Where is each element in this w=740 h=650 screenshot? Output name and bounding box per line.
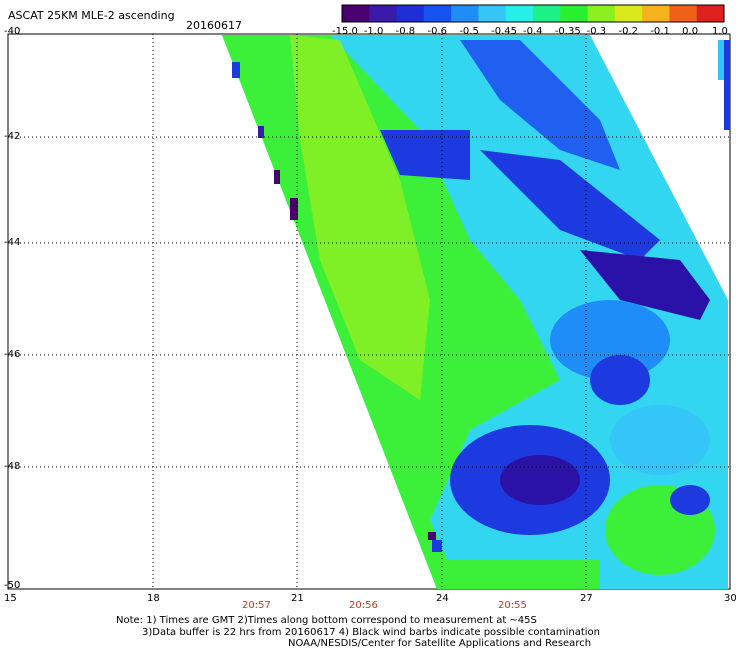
colorbar-label: -1.0 (363, 26, 384, 37)
colorbar-swatch (560, 5, 589, 22)
lat-label-50: -50 (4, 580, 21, 591)
time-label-2: 20:56 (349, 600, 378, 611)
lon-label-21: 21 (291, 593, 304, 604)
lon-label-18: 18 (147, 593, 160, 604)
colorbar-label: -0.4 (523, 26, 543, 37)
lon-label-27: 27 (580, 593, 593, 604)
lat-label-46: -46 (4, 349, 21, 360)
colorbar-swatch (369, 5, 398, 22)
lat-label-40: -40 (4, 26, 21, 37)
time-label-1: 20:57 (242, 600, 271, 611)
colorbar-swatch (423, 5, 452, 22)
swath-green-strip-bottom (440, 560, 600, 589)
colorbar-label: -0.8 (395, 26, 416, 37)
colorbar-swatch (478, 5, 507, 22)
lat-label-48: -48 (4, 461, 21, 472)
colorbar-swatch (505, 5, 534, 22)
footer-note-line2: 3)Data buffer is 22 hrs from 20160617 4)… (142, 627, 600, 638)
footer-credit: NOAA/NESDIS/Center for Satellite Applica… (288, 638, 592, 649)
swath-cyan-patch-2 (610, 405, 710, 475)
map-date: 20160617 (186, 19, 242, 32)
swath-lightgreen-region (290, 35, 430, 400)
lon-label-15: 15 (4, 593, 17, 604)
colorbar-swatch (614, 5, 643, 22)
swath-blue-patch-3 (670, 485, 710, 515)
lon-label-24: 24 (436, 593, 449, 604)
swath-edge (232, 62, 442, 552)
time-label-3: 20:55 (498, 600, 527, 611)
colorbar-swatch (342, 5, 370, 22)
colorbar-swatch (533, 5, 561, 22)
colorbar-label: 1.0 (712, 26, 728, 37)
colorbar-swatch (451, 5, 479, 22)
footer-note-line1: Note: 1) Times are GMT 2)Times along bot… (116, 615, 537, 626)
colorbar-swatch (642, 5, 670, 22)
swath-blue-streak-3 (380, 130, 470, 180)
swath-right-strip-cyan (718, 40, 724, 80)
swath-cyan-patch (550, 300, 670, 380)
colorbar-label: -0.2 (618, 26, 639, 37)
lat-label-42: -42 (4, 131, 21, 142)
colorbar-frame (341, 4, 725, 23)
colorbar-swatch (396, 5, 425, 22)
map-grid (8, 34, 730, 589)
colorbar-label: -0.6 (427, 26, 448, 37)
colorbar-label: -0.45 (491, 26, 518, 37)
swath-darkblue-streak (580, 250, 710, 320)
colorbar-swatch (587, 5, 616, 22)
colorbar-label: 0.0 (682, 26, 699, 37)
swath-blue-streak-2 (480, 150, 660, 260)
colorbar-swatch (669, 5, 698, 22)
colorbar (341, 4, 725, 23)
colorbar-label: -0.1 (650, 26, 670, 37)
lon-label-30: 30 (724, 593, 737, 604)
swath-darkblue-patch (500, 455, 580, 505)
map-title: ASCAT 25KM MLE-2 ascending (8, 9, 175, 22)
swath-blue-patch-1 (590, 355, 650, 405)
colorbar-label: -0.5 (459, 26, 479, 37)
swath-right-strip-blue (724, 40, 730, 130)
colorbar-label: -0.35 (554, 26, 581, 37)
colorbar-swatch (696, 5, 725, 22)
colorbar-label: -0.3 (586, 26, 607, 37)
colorbar-label: -15.0 (332, 26, 358, 37)
lat-label-44: -44 (4, 237, 21, 248)
